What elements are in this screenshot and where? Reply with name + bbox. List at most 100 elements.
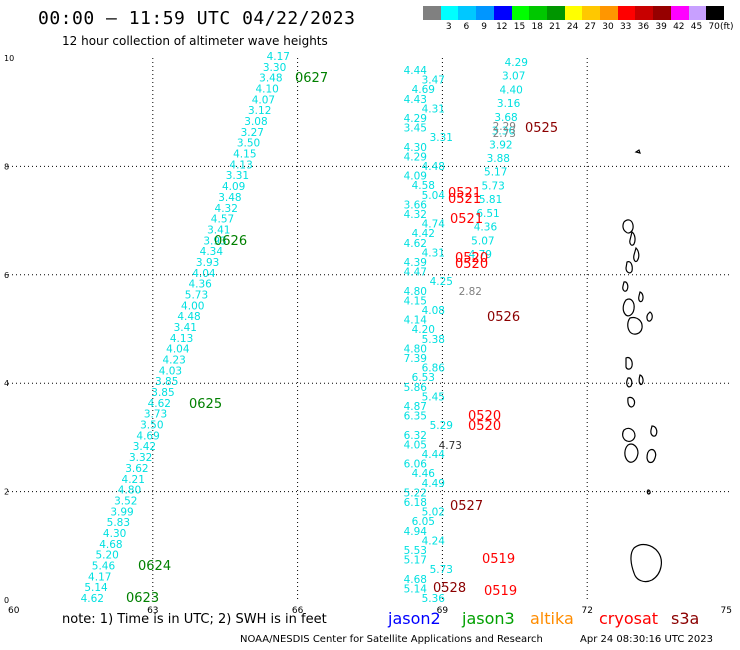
- swh-value: 5.45: [422, 391, 445, 403]
- swh-value: 5.73: [185, 289, 208, 301]
- swh-value: 3.41: [207, 224, 230, 236]
- scale-bin-label: 21: [549, 22, 561, 32]
- swh-value: 5.83: [107, 517, 130, 529]
- pass-time-label: 0520: [468, 409, 501, 424]
- swh-value: 3.52: [114, 495, 137, 507]
- swh-value: 5.29: [430, 420, 453, 432]
- scale-bin: [440, 6, 459, 20]
- swh-value: 4.62: [81, 593, 104, 605]
- coastline-outline: [624, 443, 639, 463]
- x-tick-label: 60: [8, 606, 20, 616]
- scale-bin-label: 18: [531, 22, 543, 32]
- swh-value: 5.81: [479, 194, 502, 206]
- swh-value: 4.31: [422, 247, 445, 259]
- coastline-outline: [638, 291, 644, 303]
- scale-bin: [688, 6, 707, 20]
- scale-unit-label: (ft): [720, 22, 734, 32]
- pass-time-label: 0519: [484, 584, 517, 599]
- swh-value: 3.93: [203, 235, 226, 247]
- swh-value: 5.73: [430, 564, 453, 576]
- swh-value: 4.05: [404, 439, 427, 451]
- swh-value: 3.12: [248, 105, 271, 117]
- coastline-outline: [646, 311, 653, 322]
- pass-time-label: 0627: [295, 71, 328, 86]
- swh-value: 4.20: [412, 324, 435, 336]
- pass-time-label: 0521: [448, 186, 481, 201]
- swh-value: 4.47: [404, 267, 427, 279]
- swh-value: 3.85: [155, 376, 178, 388]
- swh-value: 4.69: [136, 430, 159, 442]
- swh-value: 4.32: [215, 203, 238, 215]
- swh-value-dark: 4.73: [439, 440, 462, 452]
- pass-time-label: 0525: [525, 121, 558, 136]
- scale-bin-label: 12: [496, 22, 508, 32]
- swh-value: 4.46: [412, 468, 436, 480]
- swh-value: 4.68: [99, 539, 122, 551]
- swh-value-low: 2.29: [493, 121, 516, 133]
- scale-bin: [653, 6, 672, 20]
- swh-value: 4.17: [267, 51, 290, 63]
- swh-value: 4.43: [404, 94, 427, 106]
- swh-value: 4.25: [430, 276, 453, 288]
- coastline-outline: [646, 489, 651, 495]
- swh-value: 3.73: [144, 409, 167, 421]
- coastline-outline: [622, 281, 629, 292]
- swh-value: 3.41: [174, 322, 197, 334]
- swh-value: 4.15: [233, 149, 256, 161]
- swh-value: 4.80: [404, 286, 427, 298]
- swh-value: 5.53: [404, 545, 427, 557]
- swh-value: 4.62: [404, 238, 427, 250]
- swh-value: 5.73: [481, 180, 504, 192]
- scale-bin: [617, 6, 636, 20]
- x-tick-label: 69: [437, 606, 449, 616]
- swh-value: 4.30: [103, 528, 126, 540]
- coastline-outline: [630, 543, 662, 583]
- swh-value: 4.08: [422, 305, 445, 317]
- pass-time-label: 0520: [455, 251, 488, 266]
- swh-value: 4.39: [404, 257, 427, 269]
- swh-value: 4.31: [422, 103, 445, 115]
- swh-value: 4.13: [229, 159, 252, 171]
- pass-time-label: 0624: [138, 559, 171, 574]
- scale-bin-label: 45: [690, 22, 703, 32]
- swh-value: 3.66: [404, 199, 428, 211]
- scale-bin-label: 33: [619, 22, 632, 32]
- scale-bin: [493, 6, 512, 20]
- satellite-legend-item: jason2: [388, 609, 441, 628]
- swh-value: 5.17: [404, 555, 427, 567]
- pass-time-label: 0528: [433, 581, 466, 596]
- swh-value: 3.30: [263, 62, 286, 74]
- pass-time-label: 0519: [482, 552, 515, 567]
- swh-value: 5.17: [484, 167, 507, 179]
- coastline-outline: [625, 356, 633, 370]
- swh-value: 4.23: [162, 355, 185, 367]
- swh-value: 4.44: [422, 449, 446, 461]
- swh-value: 3.99: [110, 506, 133, 518]
- swh-value: 4.80: [404, 343, 427, 355]
- swh-value: 4.32: [404, 209, 427, 221]
- swh-value: 6.51: [476, 208, 499, 220]
- coastline-outline: [646, 448, 657, 464]
- swh-value: 4.13: [170, 333, 193, 345]
- swh-value: 3.47: [422, 75, 445, 87]
- swh-value: 4.68: [404, 574, 427, 586]
- pass-time-label: 0526: [487, 310, 520, 325]
- swh-value: 3.36: [492, 126, 516, 138]
- swh-value: 3.27: [241, 127, 264, 139]
- swh-value: 4.40: [499, 84, 522, 96]
- swh-value: 3.45: [404, 123, 427, 135]
- swh-value: 3.07: [502, 71, 525, 83]
- swh-value: 4.58: [412, 180, 435, 192]
- swh-value: 6.06: [404, 459, 428, 471]
- swh-value: 4.15: [404, 295, 427, 307]
- swh-value: 4.30: [404, 142, 427, 154]
- swh-value: 4.74: [422, 219, 446, 231]
- swh-value: 4.29: [404, 113, 427, 125]
- swh-value: 3.93: [196, 257, 219, 269]
- satellite-legend-item: altika: [530, 609, 574, 628]
- swh-value: 4.44: [404, 65, 428, 77]
- scale-bin-label: 27: [584, 22, 597, 32]
- pass-time-label: 0520: [468, 419, 501, 434]
- coastline-outline: [629, 231, 636, 246]
- pass-time-label: 0521: [448, 192, 481, 207]
